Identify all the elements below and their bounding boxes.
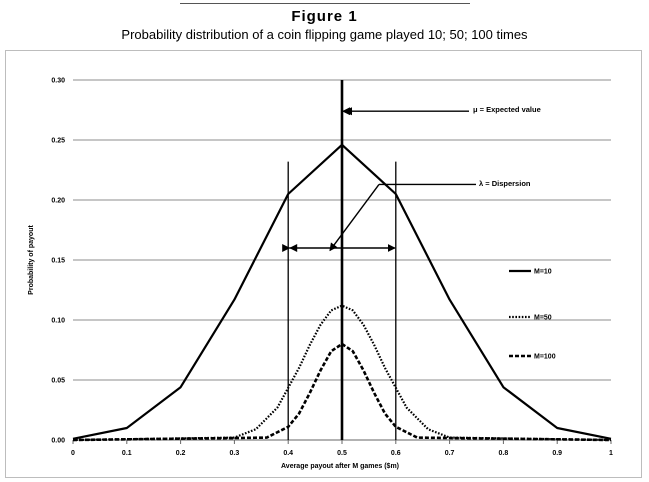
x-tick-label: 0.7	[445, 450, 455, 457]
y-tick-label: 0.30	[51, 78, 65, 85]
x-tick-label: 0.5	[337, 450, 347, 457]
x-tick-label: 0.4	[283, 450, 293, 457]
y-tick-label: 0.25	[51, 138, 65, 145]
x-tick-label: 0.6	[391, 450, 401, 457]
x-axis-title: Average payout after M games ($m)	[281, 463, 399, 470]
legend: M=10 M=50 M=100	[509, 269, 556, 361]
y-tick-label: 0.00	[51, 438, 65, 445]
series-line-m50	[72, 304, 612, 442]
expected-value-annotation: μ = Expected value	[473, 105, 541, 114]
x-tick-label: 0.8	[499, 450, 509, 457]
figure-caption: Probability distribution of a coin flipp…	[121, 27, 528, 42]
legend-label: M=100	[534, 354, 556, 361]
x-tick-label: 1	[609, 450, 613, 457]
legend-label: M=50	[534, 315, 552, 322]
x-tick-label: 0.2	[176, 450, 186, 457]
top-rule	[180, 3, 470, 4]
x-tick-label: 0.1	[122, 450, 132, 457]
expected-value-arrowhead	[343, 107, 352, 116]
y-tick-label: 0.10	[51, 318, 65, 325]
dispersion-annotation: λ = Dispersion	[479, 179, 531, 188]
annotations	[282, 80, 476, 440]
dispersion-pointer-arrow	[329, 183, 380, 252]
figure-label: Figure 1	[291, 8, 358, 25]
plot-frame	[5, 50, 642, 478]
x-tick-label: 0.3	[230, 450, 240, 457]
y-tick-label: 0.15	[51, 258, 65, 265]
dispersion-left-arrowhead	[289, 244, 298, 252]
y-tick-label: 0.05	[51, 378, 65, 385]
x-tick-label: 0.9	[552, 450, 562, 457]
x-tick-label: 0	[71, 450, 75, 457]
legend-label: M=10	[534, 269, 552, 276]
y-axis-title: Probability of payout	[28, 225, 35, 295]
y-tick-label: 0.20	[51, 198, 65, 205]
axes: 0.00 0.05 0.10 0.15 0.20 0.25 0.30 0 0.1 0.2 0.3 0.…	[51, 78, 613, 458]
